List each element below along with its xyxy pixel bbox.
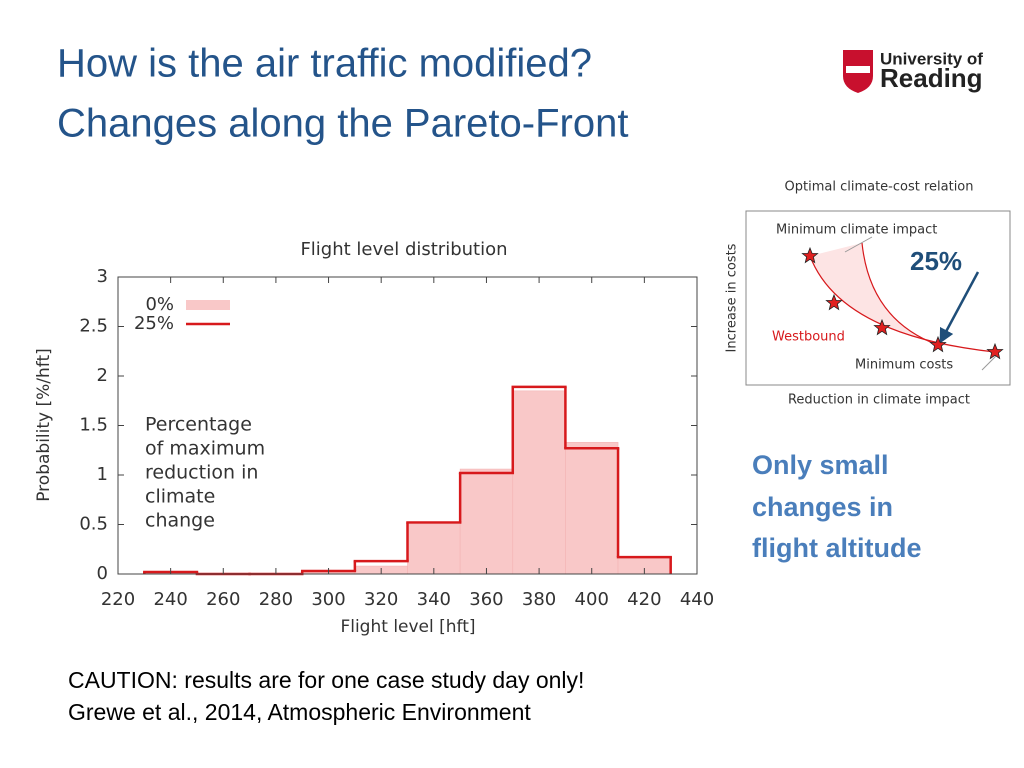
x-tick-label: 420 — [627, 589, 661, 610]
annotation-line: climate — [145, 486, 215, 508]
legend-label: 0% — [145, 294, 174, 315]
logo-text: University of — [880, 49, 983, 68]
logo: University of Reading — [843, 49, 983, 93]
diagram-arrow-label: 25% — [910, 246, 962, 276]
diagram-label: Minimum climate impact — [776, 223, 937, 238]
y-tick-label: 0.5 — [79, 514, 108, 535]
logo-text: Reading — [880, 63, 983, 93]
x-tick-label: 360 — [469, 589, 503, 610]
x-tick-label: 340 — [417, 589, 451, 610]
diagram-label: Minimum costs — [855, 358, 953, 373]
pointer — [844, 236, 873, 253]
pareto-curve — [861, 242, 939, 346]
diagram-x-label: Reduction in climate impact — [788, 393, 970, 408]
y-tick-label: 1 — [97, 464, 108, 485]
x-tick-label: 440 — [680, 589, 714, 610]
logo-band — [846, 66, 870, 73]
bar — [512, 390, 566, 575]
arrow — [939, 271, 980, 344]
annotation-line: of maximum — [145, 438, 265, 460]
conclusion-line: flight altitude — [752, 533, 921, 563]
x-axis-label: Flight level [hft] — [340, 617, 475, 637]
bar — [459, 468, 514, 575]
pointer — [981, 355, 997, 371]
diagram: Optimal climate-cost relation Increase i… — [725, 180, 1011, 408]
legend-swatch — [186, 300, 230, 310]
x-tick-label: 380 — [522, 589, 556, 610]
x-tick-label: 400 — [575, 589, 609, 610]
chart-title: Flight level distribution — [300, 239, 507, 260]
annotation-line: change — [145, 510, 215, 532]
y-tick-label: 2.5 — [79, 316, 108, 337]
y-tick-label: 0 — [97, 563, 108, 584]
x-tick-label: 280 — [259, 589, 293, 610]
diagram-label: Westbound — [772, 330, 845, 345]
conclusion-line: Only small — [752, 450, 889, 480]
chart: Flight level distribution Flight level [… — [34, 239, 714, 637]
caution-line: CAUTION: results are for one case study … — [68, 667, 584, 693]
title-line: How is the air traffic modified? — [57, 42, 592, 86]
y-tick-label: 1.5 — [79, 415, 108, 436]
x-tick-label: 260 — [206, 589, 240, 610]
x-tick-label: 300 — [311, 589, 345, 610]
y-tick-label: 3 — [97, 266, 108, 287]
title-line: Changes along the Pareto-Front — [57, 102, 628, 146]
conclusion-line: changes in — [752, 492, 893, 522]
annotation-line: Percentage — [145, 414, 252, 436]
diagram-region — [810, 243, 995, 352]
diagram-y-label: Increase in costs — [725, 243, 740, 352]
y-tick-label: 2 — [97, 365, 108, 386]
x-tick-label: 240 — [153, 589, 187, 610]
pareto-curve — [809, 255, 996, 353]
bar — [407, 524, 461, 575]
diagram-title: Optimal climate-cost relation — [785, 180, 974, 195]
legend-label: 25% — [134, 313, 174, 334]
caution-line: Grewe et al., 2014, Atmospheric Environm… — [68, 699, 531, 725]
x-tick-label: 220 — [101, 589, 135, 610]
bar — [565, 442, 619, 575]
x-tick-label: 320 — [364, 589, 398, 610]
y-axis-label: Probability [%/hft] — [34, 348, 54, 502]
annotation-line: reduction in — [145, 462, 258, 484]
